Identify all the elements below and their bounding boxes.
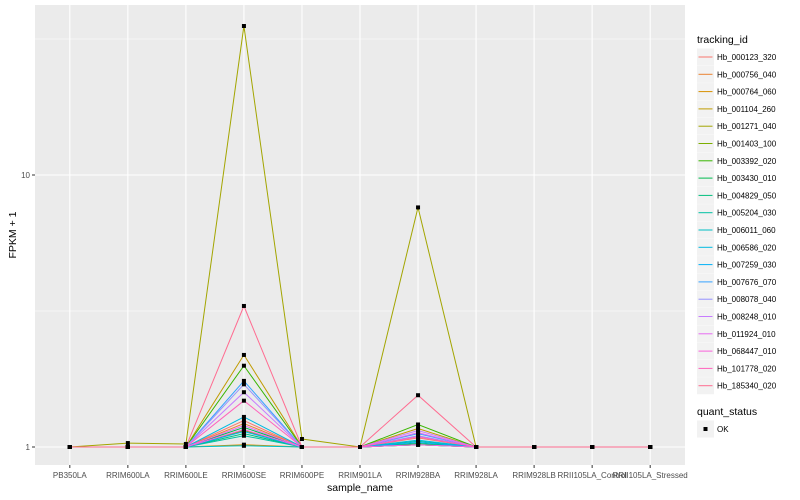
data-point xyxy=(183,445,188,449)
data-point xyxy=(416,205,421,210)
y-axis-title: FPKM + 1 xyxy=(7,211,19,258)
data-point xyxy=(241,443,246,448)
data-point xyxy=(125,445,130,449)
legend-label: Hb_008078_040 xyxy=(717,295,777,304)
x-tick-label: RRII105LA_Control xyxy=(557,471,627,480)
legend-label: Hb_007259_030 xyxy=(717,261,777,270)
data-point xyxy=(241,24,246,29)
data-point xyxy=(183,441,188,446)
x-tick-label: RRIM928LA xyxy=(454,471,498,480)
data-point xyxy=(416,428,421,433)
data-point xyxy=(299,437,304,442)
legend-label: Hb_001403_100 xyxy=(717,140,777,149)
legend-label: Hb_006586_020 xyxy=(717,243,777,252)
legend-label: Hb_101778_020 xyxy=(717,364,777,373)
data-point xyxy=(532,445,537,449)
legend-label: Hb_003392_020 xyxy=(717,157,777,166)
data-point xyxy=(416,434,421,439)
data-point xyxy=(416,430,421,435)
data-point xyxy=(416,442,421,447)
data-point xyxy=(125,441,130,446)
axes: 1 10 PB350LA RRIM600LA RRIM600LE RRIM600SE RRI… xyxy=(21,171,688,480)
legend-label: Hb_003430_010 xyxy=(717,174,777,183)
legend-label: OK xyxy=(717,425,729,434)
data-point xyxy=(241,363,246,368)
legend-label: Hb_000764_060 xyxy=(717,88,777,97)
y-tick-label: 10 xyxy=(21,171,30,180)
data-point xyxy=(241,390,246,395)
data-point xyxy=(241,433,246,438)
data-points xyxy=(67,24,653,449)
x-tick-label: RRIM600LA xyxy=(106,471,150,480)
data-point xyxy=(241,429,246,434)
x-tick-label: RRIM928LB xyxy=(512,471,556,480)
legend-label: Hb_007676_070 xyxy=(717,278,777,287)
legend-label: Hb_008248_010 xyxy=(717,313,777,322)
data-point xyxy=(416,438,421,443)
data-point xyxy=(299,445,304,449)
shape-legend-title: quant_status xyxy=(697,406,757,418)
data-point xyxy=(590,445,595,449)
data-point xyxy=(241,427,246,432)
x-tick-label: RRIM600SE xyxy=(222,471,266,480)
data-point xyxy=(241,352,246,357)
legend-label: Hb_185340_020 xyxy=(717,382,777,391)
data-point xyxy=(67,445,72,449)
data-point xyxy=(474,445,479,449)
data-point xyxy=(241,378,246,383)
x-tick-label: RRIM928BA xyxy=(396,471,441,480)
data-point xyxy=(241,423,246,428)
data-point xyxy=(241,414,246,419)
data-point xyxy=(241,382,246,387)
x-tick-label: RRII105LA_Stressed xyxy=(613,471,688,480)
data-point xyxy=(648,445,653,449)
y-tick-label: 1 xyxy=(26,443,31,452)
x-tick-label: RRIM600LE xyxy=(164,471,208,480)
legend-label: Hb_004829_050 xyxy=(717,191,777,200)
legend: tracking_id Hb_000123_320 Hb_000756_040 Hb_… xyxy=(697,34,777,438)
x-tick-label: PB350LA xyxy=(53,471,87,480)
x-tick-label: RRIM600PE xyxy=(280,471,324,480)
x-axis-title: sample_name xyxy=(327,482,393,494)
x-tick-label: RRIM901LA xyxy=(338,471,382,480)
legend-label: Hb_006011_060 xyxy=(717,226,776,235)
legend-label: Hb_011924_010 xyxy=(717,330,776,339)
data-point xyxy=(241,398,246,403)
data-point xyxy=(416,440,421,445)
legend-label: Hb_000123_320 xyxy=(717,53,777,62)
square-icon xyxy=(703,427,708,431)
data-point xyxy=(241,431,246,436)
data-point xyxy=(416,393,421,398)
data-point xyxy=(416,422,421,427)
data-point xyxy=(416,426,421,431)
color-legend-title: tracking_id xyxy=(697,34,748,46)
data-point xyxy=(241,303,246,308)
legend-label: Hb_068447_010 xyxy=(717,347,777,356)
data-point xyxy=(358,445,362,449)
legend-label: Hb_001271_040 xyxy=(717,122,777,131)
legend-label: Hb_001104_260 xyxy=(717,105,776,114)
legend-label: Hb_000756_040 xyxy=(717,70,777,79)
legend-label: Hb_005204_030 xyxy=(717,209,777,218)
data-point xyxy=(241,418,246,423)
